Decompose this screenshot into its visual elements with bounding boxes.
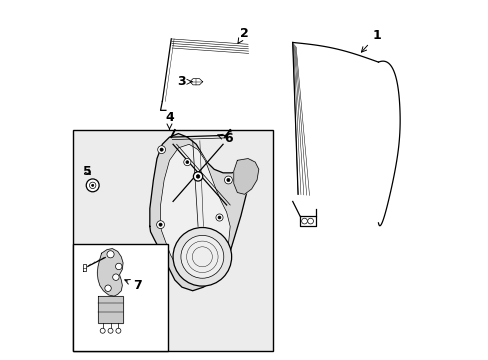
- Circle shape: [86, 179, 99, 192]
- Circle shape: [156, 221, 164, 229]
- Circle shape: [193, 172, 203, 181]
- Bar: [73, 130, 272, 351]
- Circle shape: [108, 328, 113, 333]
- Circle shape: [157, 146, 165, 154]
- Text: 7: 7: [124, 279, 142, 292]
- Circle shape: [91, 184, 94, 186]
- Circle shape: [160, 148, 163, 151]
- Circle shape: [160, 275, 163, 278]
- Circle shape: [89, 182, 96, 189]
- Circle shape: [173, 228, 231, 286]
- Circle shape: [224, 176, 232, 184]
- Circle shape: [112, 274, 119, 280]
- Circle shape: [157, 273, 165, 280]
- Text: 3: 3: [177, 75, 192, 88]
- Circle shape: [183, 158, 190, 166]
- Circle shape: [107, 251, 114, 258]
- Polygon shape: [233, 158, 258, 194]
- Polygon shape: [98, 296, 123, 323]
- Circle shape: [226, 179, 229, 181]
- Polygon shape: [160, 144, 230, 277]
- Circle shape: [218, 216, 221, 219]
- Circle shape: [301, 218, 307, 224]
- Circle shape: [116, 328, 121, 333]
- Text: 4: 4: [165, 111, 174, 130]
- Circle shape: [216, 214, 223, 221]
- Polygon shape: [189, 79, 203, 85]
- Text: 1: 1: [361, 29, 380, 52]
- Circle shape: [196, 175, 200, 178]
- Polygon shape: [97, 249, 123, 296]
- Text: 6: 6: [217, 132, 232, 145]
- Circle shape: [159, 223, 162, 226]
- Circle shape: [185, 161, 188, 163]
- Circle shape: [100, 328, 105, 333]
- Circle shape: [307, 218, 313, 224]
- Text: 5: 5: [83, 165, 92, 177]
- Polygon shape: [82, 264, 85, 271]
- Polygon shape: [149, 134, 253, 291]
- Circle shape: [181, 235, 224, 278]
- Circle shape: [104, 285, 111, 292]
- Text: 2: 2: [238, 27, 248, 44]
- Circle shape: [115, 263, 122, 270]
- Bar: [73, 244, 167, 351]
